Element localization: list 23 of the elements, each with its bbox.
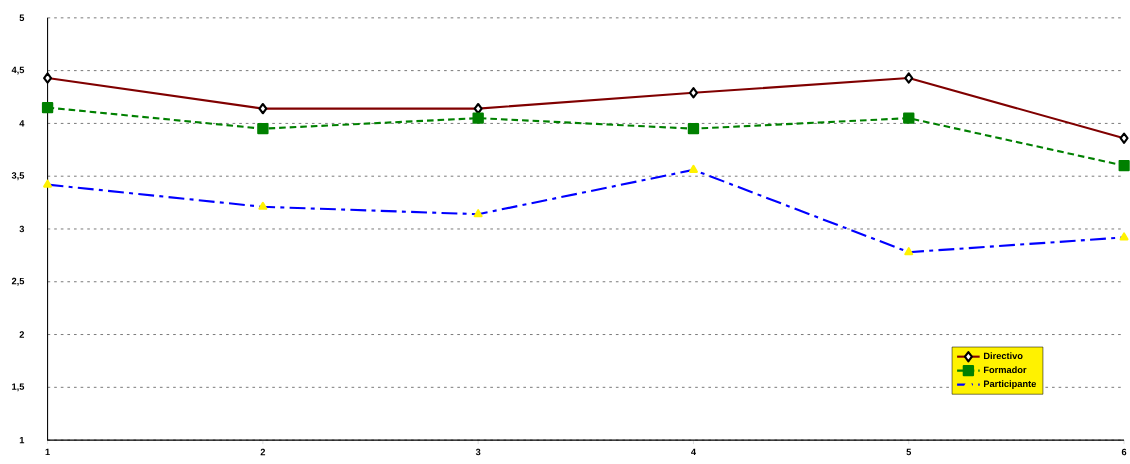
x-tick-label: 6: [1121, 448, 1127, 456]
y-tick-label: 2: [19, 331, 25, 338]
y-tick-label: 1: [19, 436, 25, 444]
x-tick-label: 2: [260, 448, 266, 456]
y-tick-label: 3,5: [11, 172, 25, 181]
legend-label: Participante: [983, 380, 1037, 389]
y-tick-label: 5: [19, 14, 25, 22]
point: [903, 112, 915, 124]
point: [472, 112, 484, 124]
x-tick-label: 3: [475, 448, 481, 456]
y-tick-label: 4,5: [11, 66, 25, 75]
point: [41, 101, 54, 114]
point: [257, 123, 269, 135]
x-tick-label: 1: [45, 448, 50, 456]
x-tick-label: 5: [906, 448, 912, 456]
y-tick-label: 4: [19, 120, 25, 127]
y-tick-label: 3: [19, 225, 25, 233]
legend-label: Directivo: [983, 352, 1023, 360]
point: [687, 123, 700, 135]
y-tick-label: 1,5: [12, 383, 25, 392]
x-tick-label: 4: [691, 448, 696, 456]
y-tick-label: 2,5: [11, 277, 25, 286]
legend-label: Formador: [983, 366, 1027, 374]
